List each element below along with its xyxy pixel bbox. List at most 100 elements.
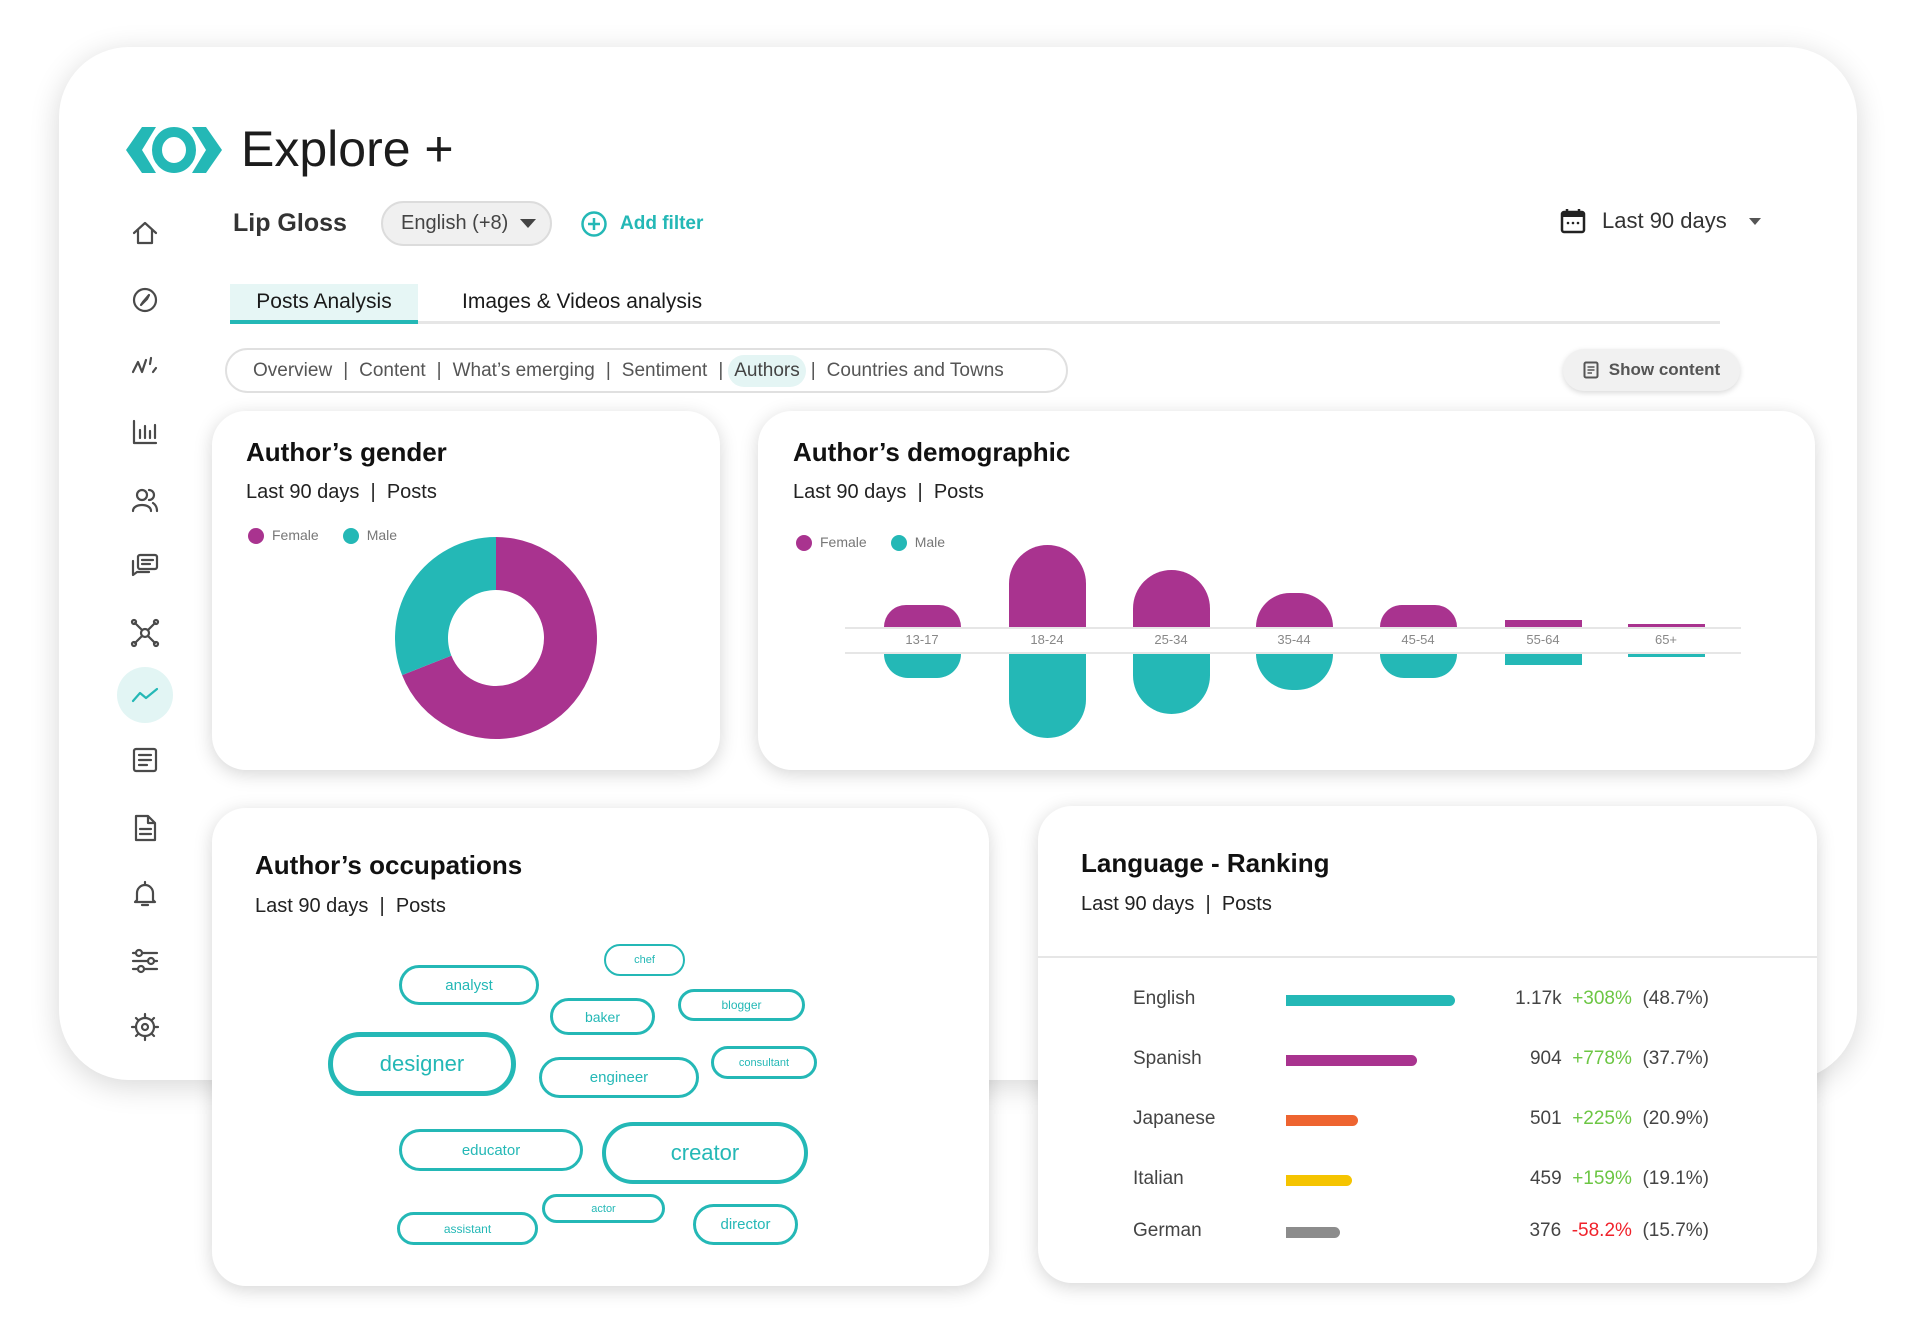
language-change: +308% (1572, 988, 1632, 1009)
card-subtitle: Last 90 days | Posts (1081, 893, 1272, 915)
occupation-tag-director[interactable]: director (693, 1204, 798, 1245)
network-icon[interactable] (127, 615, 163, 651)
tab-images-videos-analysis[interactable]: Images & Videos analysis (462, 290, 703, 313)
language-row: Spanish 904 +778% (37.7%) (1038, 1045, 1817, 1075)
bar-male-35-44 (1255, 654, 1333, 691)
language-bar (1286, 995, 1455, 1006)
card-title: Author’s occupations (255, 850, 523, 880)
language-count: 376 (1529, 1220, 1562, 1241)
language-change: +159% (1572, 1168, 1632, 1189)
logo-icon (126, 127, 222, 173)
bar-male-13-17 (883, 654, 961, 679)
legend-female: Female (248, 527, 319, 545)
occupation-tag-designer[interactable]: designer (328, 1032, 516, 1096)
donut-slice-female (402, 537, 597, 739)
occupation-tag-analyst[interactable]: analyst (399, 965, 539, 1005)
caret-down-icon (520, 219, 537, 228)
authors-demographic-card: Author’s demographic Last 90 days | Post… (758, 411, 1815, 770)
legend-male: Male (342, 527, 397, 545)
topic-title: Lip Gloss (233, 209, 347, 237)
occupation-tag-blogger[interactable]: blogger (678, 989, 805, 1021)
subnav-authors[interactable]: Authors (728, 354, 806, 387)
occupation-tag-educator[interactable]: educator (399, 1129, 583, 1171)
bar-female-65+ (1627, 624, 1705, 627)
language-name: Japanese (1133, 1108, 1216, 1129)
home-icon[interactable] (127, 215, 163, 251)
subnav-sentiment[interactable]: Sentiment (621, 359, 708, 381)
legend-male: Male (890, 534, 945, 552)
language-share: (37.7%) (1642, 1048, 1709, 1069)
language-dropdown[interactable]: English (+8) (381, 201, 552, 246)
card-subtitle: Last 90 days | Posts (246, 481, 437, 503)
subnav-content[interactable]: Content (359, 359, 426, 381)
sidebar-active-indicator (117, 667, 173, 723)
occupation-tag-engineer[interactable]: engineer (539, 1057, 699, 1098)
trend-wave-icon[interactable] (127, 348, 163, 384)
axis-line (845, 627, 1741, 629)
bar-male-45-54 (1379, 654, 1457, 679)
occupation-tag-actor[interactable]: actor (542, 1194, 665, 1223)
language-stats: 501 +225% (20.9%) (1530, 1108, 1709, 1130)
calendar-icon (1560, 209, 1586, 234)
language-name: Spanish (1133, 1048, 1202, 1069)
tab-posts-analysis[interactable]: Posts Analysis (230, 284, 418, 324)
bar-male-65+ (1627, 654, 1705, 658)
x-tick-label: 25-34 (1154, 632, 1188, 647)
card-subtitle: Last 90 days | Posts (255, 895, 446, 917)
authors-gender-card: Author’s gender Last 90 days | Posts Fem… (212, 411, 720, 770)
x-tick-label: 13-17 (905, 632, 939, 647)
document-icon (1583, 361, 1599, 379)
sliders-icon[interactable] (127, 943, 163, 979)
bar-female-13-17 (883, 604, 961, 627)
language-bar (1286, 1227, 1341, 1238)
bar-chart-icon[interactable] (127, 414, 163, 450)
card-title: Language - Ranking (1081, 848, 1330, 878)
list-document-icon[interactable] (127, 742, 163, 778)
date-range-value: Last 90 days (1602, 208, 1727, 233)
language-stats: 459 +159% (19.1%) (1530, 1168, 1709, 1190)
subnav-whats-emerging[interactable]: What’s emerging (452, 359, 595, 381)
chat-icon[interactable] (127, 548, 163, 584)
x-tick-label: 18-24 (1030, 632, 1064, 647)
occupation-tag-creator[interactable]: creator (602, 1122, 808, 1184)
page-title: Explore + (241, 121, 454, 177)
gear-icon[interactable] (127, 1009, 163, 1045)
bar-female-25-34 (1132, 569, 1210, 627)
users-icon[interactable] (127, 482, 163, 518)
subnav-overview[interactable]: Overview (253, 359, 333, 381)
language-count: 904 (1529, 1048, 1562, 1069)
language-share: (19.1%) (1642, 1168, 1709, 1189)
x-tick-label: 65+ (1654, 632, 1678, 647)
donut-slice-male (395, 537, 496, 676)
add-filter-button[interactable]: Add filter (580, 210, 703, 238)
occupation-tag-chef[interactable]: chef (604, 944, 685, 976)
axis-line (845, 652, 1741, 654)
compass-icon[interactable] (127, 282, 163, 318)
language-stats: 376 -58.2% (15.7%) (1529, 1220, 1709, 1242)
language-count: 1.17k (1515, 988, 1562, 1009)
language-stats: 904 +778% (37.7%) (1530, 1048, 1709, 1070)
language-row: Italian 459 +159% (19.1%) (1038, 1165, 1817, 1195)
bar-male-25-34 (1132, 654, 1210, 714)
separator: | (605, 359, 611, 381)
subnav-countries-and-towns[interactable]: Countries and Towns (826, 359, 1004, 381)
date-range-dropdown[interactable]: Last 90 days (1560, 208, 1761, 234)
plus-circle-icon (581, 211, 607, 237)
language-name: Italian (1133, 1168, 1184, 1189)
language-change: -58.2% (1571, 1220, 1632, 1241)
language-row: Japanese 501 +225% (20.9%) (1038, 1105, 1817, 1135)
language-bar (1286, 1175, 1353, 1186)
language-stats: 1.17k +308% (48.7%) (1515, 988, 1709, 1010)
document-icon[interactable] (127, 810, 163, 846)
occupation-tag-baker[interactable]: baker (550, 998, 655, 1035)
card-title: Author’s gender (246, 437, 447, 467)
occupation-tag-consultant[interactable]: consultant (711, 1046, 817, 1079)
occupation-tag-assistant[interactable]: assistant (397, 1212, 538, 1245)
trend-line-icon[interactable] (127, 677, 163, 713)
language-dropdown-value: English (+8) (401, 212, 509, 234)
bell-icon[interactable] (127, 876, 163, 912)
show-content-button[interactable]: Show content (1563, 349, 1740, 391)
bar-female-45-54 (1379, 604, 1457, 627)
language-change: +225% (1572, 1108, 1632, 1129)
language-bar (1286, 1055, 1417, 1066)
